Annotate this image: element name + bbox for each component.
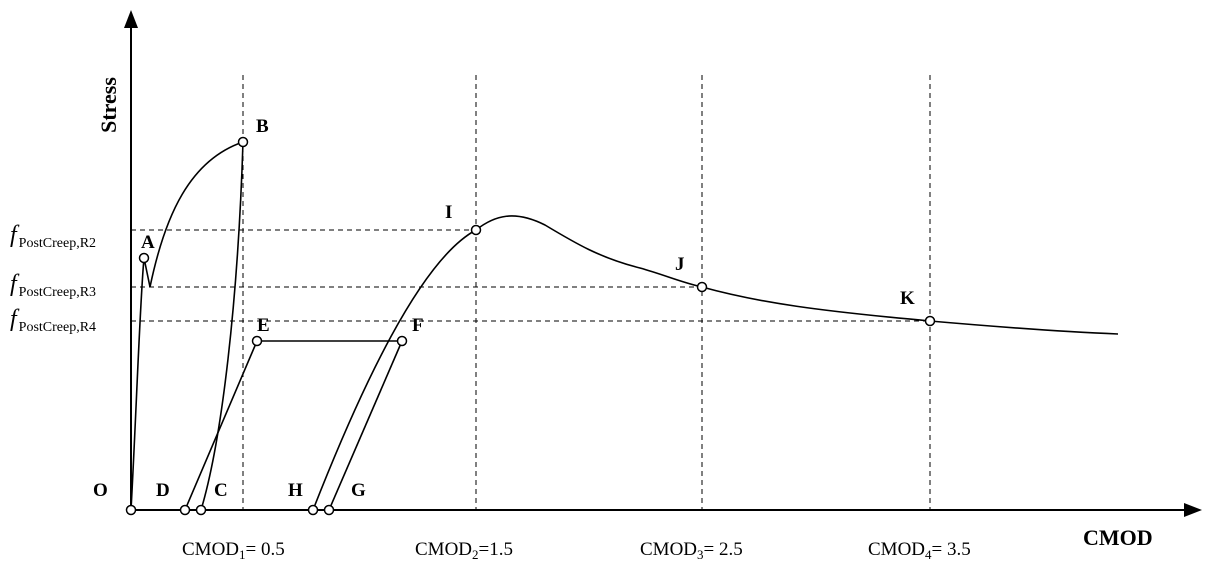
point-f-label: F bbox=[412, 315, 424, 336]
cmod4-sub: 4 bbox=[925, 547, 932, 562]
cmod4-label: CMOD4= 3.5 bbox=[868, 539, 971, 562]
point-h-marker bbox=[307, 504, 319, 516]
cmod3-sub: 3 bbox=[697, 547, 704, 562]
stress-label-r2: f PostCreep,R2 bbox=[10, 222, 96, 251]
unloading-f-g bbox=[328, 340, 403, 511]
point-e-label: E bbox=[257, 315, 270, 336]
point-a-marker bbox=[138, 252, 150, 264]
y-axis-arrow bbox=[124, 10, 138, 28]
stress-label-r2-sub: PostCreep,R2 bbox=[19, 236, 96, 251]
cmod2-base: CMOD bbox=[415, 539, 472, 560]
cmod3-value: = 2.5 bbox=[704, 539, 743, 560]
point-c-marker bbox=[195, 504, 207, 516]
cmod2-sub: 2 bbox=[472, 547, 479, 562]
point-d-label: D bbox=[156, 480, 170, 501]
point-o-marker bbox=[125, 504, 137, 516]
cmod4-base: CMOD bbox=[868, 539, 925, 560]
x-axis-title: CMOD bbox=[1083, 525, 1153, 550]
point-f-marker bbox=[396, 335, 408, 347]
cmod3-label: CMOD3= 2.5 bbox=[640, 539, 743, 562]
point-k-label: K bbox=[900, 288, 915, 309]
stress-label-r4-f: f bbox=[10, 306, 20, 332]
y-axis-title: Stress bbox=[96, 77, 121, 133]
stress-label-r2-f: f bbox=[10, 222, 20, 248]
unloading-b-c bbox=[200, 141, 244, 511]
cmod1-label: CMOD1= 0.5 bbox=[182, 539, 285, 562]
cmod1-sub: 1 bbox=[239, 547, 246, 562]
cmod4-value: = 3.5 bbox=[932, 539, 971, 560]
reloading-h-i bbox=[312, 229, 477, 511]
point-k-marker bbox=[924, 315, 936, 327]
point-i-label: I bbox=[445, 202, 452, 223]
initial-loading-curve bbox=[130, 141, 244, 511]
reloading-d-e bbox=[184, 340, 258, 511]
stress-label-r3: f PostCreep,R3 bbox=[10, 271, 96, 300]
cmod3-base: CMOD bbox=[640, 539, 697, 560]
point-g-marker bbox=[323, 504, 335, 516]
point-a-label: A bbox=[141, 232, 155, 253]
cmod2-value: =1.5 bbox=[479, 539, 513, 560]
point-j-label: J bbox=[675, 254, 685, 275]
cmod2-label: CMOD2=1.5 bbox=[415, 539, 513, 562]
point-o-label: O bbox=[93, 480, 108, 501]
cmod1-base: CMOD bbox=[182, 539, 239, 560]
point-h-label: H bbox=[288, 480, 303, 501]
point-d-marker bbox=[179, 504, 191, 516]
cmod1-value: = 0.5 bbox=[246, 539, 285, 560]
point-g-label: G bbox=[351, 480, 366, 501]
x-axis-arrow bbox=[1184, 503, 1202, 517]
post-creep-curve bbox=[475, 215, 1119, 335]
point-j-marker bbox=[696, 281, 708, 293]
stress-label-r3-sub: PostCreep,R3 bbox=[19, 285, 96, 300]
point-c-label: C bbox=[214, 480, 228, 501]
point-e-marker bbox=[251, 335, 263, 347]
point-i-marker bbox=[470, 224, 482, 236]
point-b-marker bbox=[237, 136, 249, 148]
point-b-label: B bbox=[256, 116, 269, 137]
stress-label-r4-sub: PostCreep,R4 bbox=[19, 320, 96, 335]
stress-label-r4: f PostCreep,R4 bbox=[10, 306, 96, 335]
stress-label-r3-f: f bbox=[10, 271, 20, 297]
